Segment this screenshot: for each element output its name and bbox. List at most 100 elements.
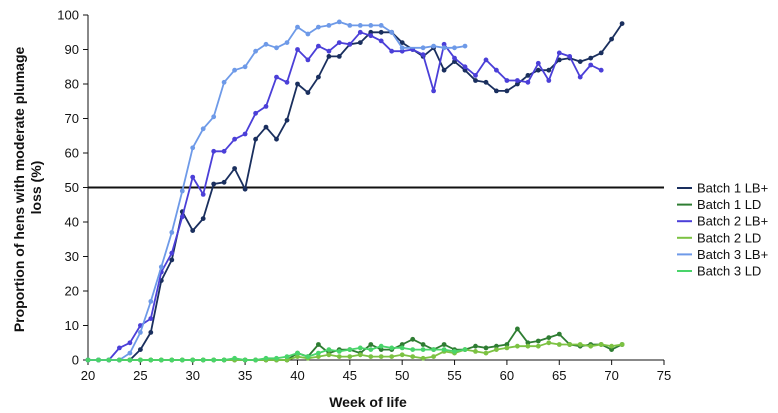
data-point	[483, 57, 489, 63]
data-point	[504, 88, 510, 94]
data-point	[368, 342, 374, 347]
x-tick-label: 25	[133, 368, 147, 383]
data-point	[357, 352, 363, 358]
data-point	[316, 43, 321, 49]
data-point	[609, 343, 614, 349]
data-point	[127, 357, 133, 363]
legend-label: Batch 2 LB+	[697, 214, 768, 229]
data-point	[347, 23, 353, 28]
data-point	[399, 352, 405, 358]
data-point	[305, 354, 311, 359]
data-point	[96, 357, 101, 363]
data-point	[200, 357, 206, 363]
data-point	[263, 41, 269, 47]
data-point	[211, 357, 217, 363]
data-point	[106, 357, 112, 363]
data-point	[148, 299, 154, 304]
data-point	[535, 338, 541, 344]
data-point	[326, 347, 332, 352]
data-point	[357, 29, 363, 35]
data-point	[263, 104, 269, 109]
data-point	[357, 40, 363, 45]
data-point	[525, 79, 531, 85]
data-point	[609, 36, 614, 42]
data-point	[546, 78, 552, 83]
y-tick-label: 0	[72, 353, 79, 368]
series-layer	[85, 19, 625, 363]
data-point	[525, 343, 531, 349]
data-point	[274, 45, 279, 51]
data-point	[169, 250, 175, 256]
data-point	[169, 257, 175, 263]
data-point	[179, 214, 185, 220]
data-point	[515, 78, 520, 83]
data-point	[295, 47, 300, 52]
data-point	[462, 347, 468, 352]
data-point	[347, 354, 353, 359]
data-point	[441, 347, 447, 352]
data-point	[546, 67, 552, 73]
data-point	[169, 230, 175, 235]
data-point	[295, 354, 300, 359]
data-point	[242, 64, 248, 70]
data-point	[232, 136, 238, 142]
data-point	[378, 343, 384, 349]
x-tick-label: 35	[238, 368, 252, 383]
legend: Batch 1 LB+Batch 1 LD Batch 2 LB+Batch 2 …	[677, 181, 768, 279]
data-point	[473, 349, 478, 354]
data-point	[221, 79, 227, 85]
y-tick-label: 100	[57, 8, 79, 23]
data-point	[399, 345, 405, 351]
data-point	[357, 345, 363, 351]
data-point	[389, 354, 395, 359]
data-point	[452, 59, 457, 64]
data-point	[190, 174, 196, 180]
data-point	[127, 350, 133, 356]
data-point	[577, 59, 583, 64]
data-point	[316, 342, 321, 347]
legend-label: Batch 2 LD	[697, 230, 761, 245]
data-point	[494, 347, 499, 352]
data-point	[483, 350, 489, 356]
series-line	[88, 20, 466, 361]
data-point	[588, 62, 594, 68]
data-point	[619, 21, 625, 26]
x-tick-label: 70	[604, 368, 618, 383]
data-point	[420, 342, 426, 347]
legend-label: Batch 3 LB+	[697, 247, 768, 262]
data-point	[316, 74, 321, 80]
data-point	[598, 342, 604, 347]
data-point	[158, 357, 164, 363]
data-point	[232, 67, 238, 73]
data-point	[221, 148, 227, 154]
x-tick-label: 20	[81, 368, 95, 383]
data-point	[399, 48, 405, 54]
data-point	[190, 228, 196, 234]
data-point	[378, 29, 384, 35]
data-point	[431, 43, 436, 49]
data-point	[567, 342, 573, 347]
data-point	[441, 67, 447, 73]
data-point	[274, 136, 279, 142]
data-point	[368, 23, 374, 28]
y-tick-label: 40	[65, 215, 79, 230]
data-point	[410, 354, 416, 359]
data-point	[504, 78, 510, 83]
data-point	[316, 354, 321, 359]
data-point	[515, 81, 520, 87]
data-point	[420, 45, 426, 51]
y-tick-label: 90	[65, 42, 79, 57]
data-point	[410, 336, 416, 342]
x-tick-label: 40	[290, 368, 304, 383]
data-point	[556, 331, 562, 337]
data-point	[336, 354, 342, 359]
data-point	[410, 347, 416, 352]
x-tick-label: 30	[185, 368, 199, 383]
data-point	[441, 342, 447, 347]
data-point	[588, 343, 594, 349]
data-point	[179, 357, 185, 363]
legend-label: Batch 3 LD	[697, 264, 761, 279]
y-tick-label: 30	[65, 249, 79, 264]
y-axis-title-line-1: Proportion of hens with moderate plumage	[11, 47, 27, 333]
